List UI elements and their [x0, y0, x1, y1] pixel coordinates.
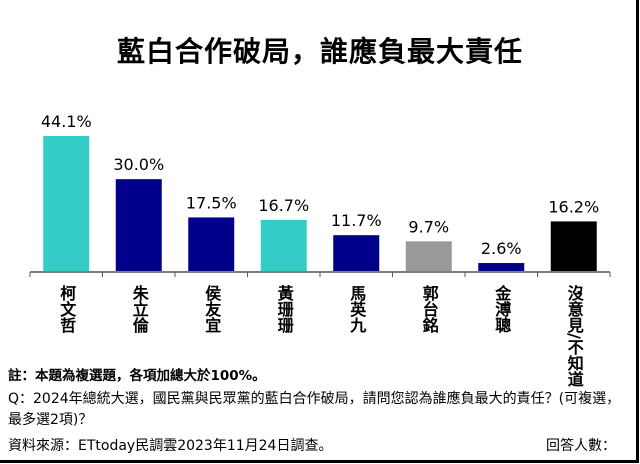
- bar: [115, 179, 162, 271]
- category-label: 柯文哲: [57, 285, 77, 333]
- data-label: 2.6%: [481, 239, 522, 258]
- data-label: 16.2%: [548, 197, 599, 216]
- survey-question: Q：2024年總統大選，國民黨與民眾黨的藍白合作破局，請問您認為誰應負最大的責任…: [8, 391, 621, 428]
- data-label: 44.1%: [41, 112, 92, 131]
- bar-chart: 44.1% 30.0% 17.5% 16.7% 11.7% 9.7% 2.6% 16.2%: [29, 112, 611, 277]
- category-label: 馬英九: [347, 285, 367, 333]
- chart-title: 藍白合作破局，誰應負最大責任: [116, 35, 523, 68]
- bar: [405, 241, 452, 271]
- category-label: 黃珊珊: [274, 285, 294, 333]
- bar: [43, 136, 90, 271]
- footnote: 註：本題為複選題，各項加總大於100%。: [8, 368, 266, 384]
- category-label: 金溥聰: [492, 285, 512, 333]
- bar: [550, 221, 597, 271]
- data-label: 9.7%: [408, 217, 449, 236]
- category-label: 郭台銘: [419, 285, 439, 333]
- respondents-label: 回答人數：: [546, 438, 616, 454]
- category-label: 侯友宜: [202, 285, 222, 333]
- data-label: 11.7%: [331, 211, 382, 230]
- data-source: 資料來源：ETtoday民調雲2023年11月24日調查。: [8, 438, 333, 454]
- bar: [260, 219, 307, 271]
- category-label: 沒意見/不知道: [564, 285, 584, 387]
- bar: [333, 235, 380, 271]
- bar: [478, 263, 525, 271]
- bar: [188, 217, 235, 271]
- category-label: 朱立倫: [129, 285, 149, 333]
- data-label: 17.5%: [186, 193, 237, 212]
- data-label: 16.7%: [258, 196, 309, 215]
- data-label: 30.0%: [113, 155, 164, 174]
